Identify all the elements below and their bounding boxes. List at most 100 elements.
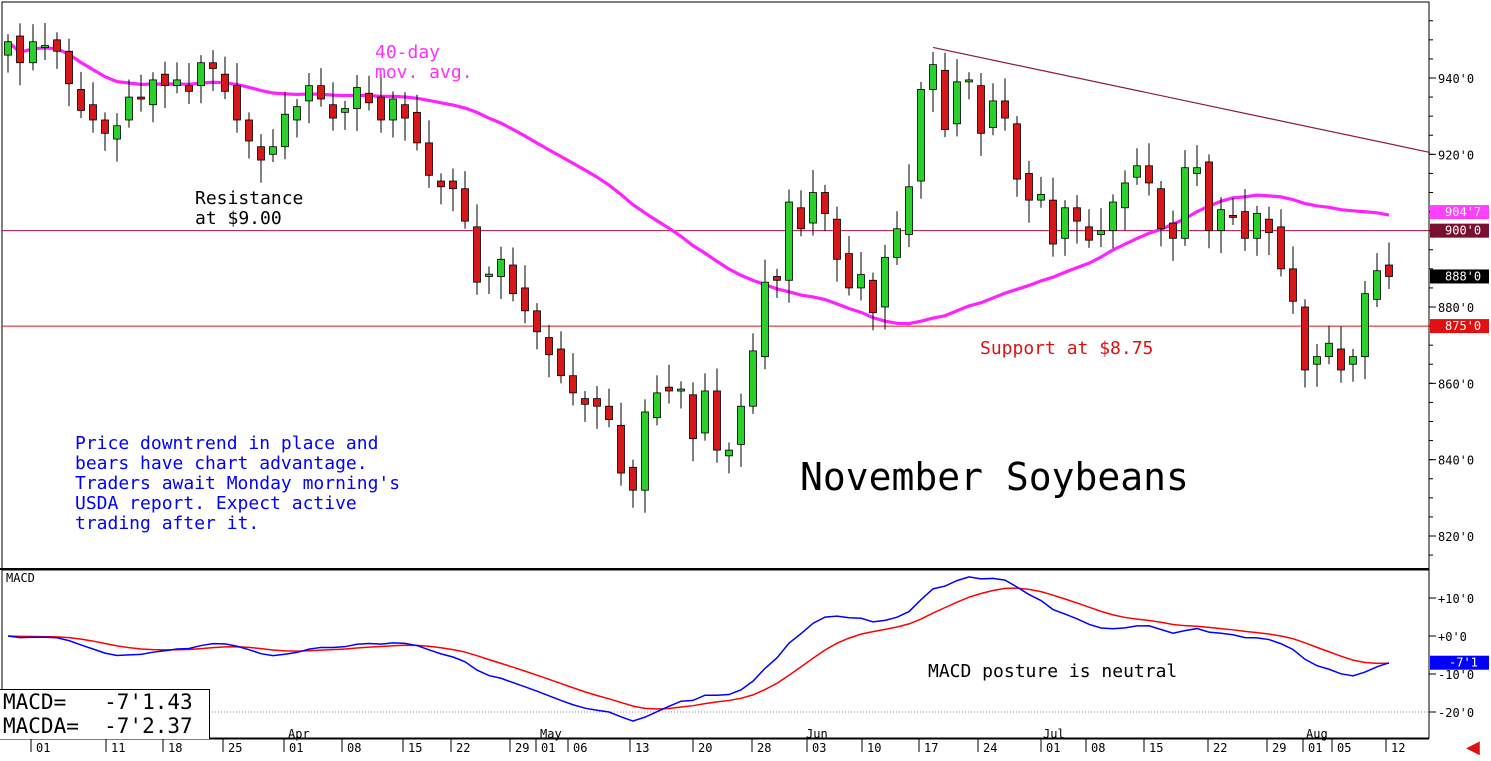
candle-body <box>413 111 421 144</box>
macd-tag <box>1430 655 1489 670</box>
candle-body <box>857 274 865 289</box>
candle-body <box>965 79 973 83</box>
scroll-left-arrow-icon[interactable]: ◀ <box>1466 737 1480 758</box>
candle-body <box>1253 213 1261 239</box>
candle-body <box>809 192 817 224</box>
candle-body <box>257 146 265 161</box>
x-day-label: 13 <box>635 741 649 755</box>
trendline-group <box>932 46 1431 154</box>
x-month-label: Jun <box>806 727 828 741</box>
candle-body <box>149 79 157 106</box>
resistance-label: Resistance at $9.00 <box>195 188 303 229</box>
candlesticks <box>4 23 1393 513</box>
candle-body <box>977 85 985 134</box>
x-day-label: 20 <box>698 741 712 755</box>
candle-body <box>1001 100 1009 119</box>
candle-body <box>1061 207 1069 239</box>
candle-body <box>989 100 997 129</box>
x-day-label: 22 <box>456 741 470 755</box>
macd-tick-label: -20'0 <box>1438 706 1474 720</box>
x-month-label: Apr <box>288 727 310 741</box>
candle-body <box>89 104 97 121</box>
macd-readout: MACD= -7'1.43 <box>3 690 193 714</box>
candle-body <box>893 228 901 258</box>
candle-body <box>461 188 469 222</box>
resistance-trendline <box>932 46 1431 154</box>
candle-body <box>377 96 385 121</box>
comment-text-line: Price downtrend in place and <box>75 433 378 454</box>
candle-body <box>185 85 193 92</box>
candle-body <box>1133 165 1141 178</box>
x-day-label: 01 <box>289 741 303 755</box>
candle-body <box>1073 207 1081 222</box>
candle-body <box>1025 173 1033 201</box>
comment-text-line: USDA report. Expect active <box>75 493 357 514</box>
ma-label: 40-day mov. avg. <box>375 42 473 83</box>
x-day-label: 01 <box>1308 741 1322 755</box>
x-day-label: 03 <box>812 741 826 755</box>
x-day-label: 01 <box>36 741 50 755</box>
candle-body <box>533 310 541 333</box>
x-day-label: 28 <box>757 741 771 755</box>
candle-body <box>1277 226 1285 270</box>
moving-average-group <box>6 40 1390 326</box>
candle-body <box>833 218 841 260</box>
candle-body <box>929 64 937 90</box>
price-tag <box>1430 269 1489 284</box>
x-month-label: Aug <box>1306 727 1328 741</box>
candle-body <box>485 273 493 277</box>
comment-text-line: Traders await Monday morning's <box>75 473 400 494</box>
candle-body <box>1265 218 1273 233</box>
candle-body <box>281 113 289 148</box>
macd-lines <box>7 576 1390 722</box>
candle-body <box>1193 167 1201 174</box>
macd-tick-label: +0'0 <box>1438 630 1467 644</box>
price-tag <box>1430 205 1489 220</box>
candle-body <box>677 388 685 392</box>
macd-readout-box: MACD= -7'1.43 MACDA= -7'2.37 <box>0 689 210 739</box>
x-day-label: 12 <box>1391 741 1405 755</box>
candle-body <box>161 73 169 87</box>
macd-tick-label: +10'0 <box>1438 592 1474 606</box>
candle-body <box>509 264 517 295</box>
comment-text-line: bears have chart advantage. <box>75 453 368 474</box>
candle-body <box>797 207 805 230</box>
candle-body <box>401 104 409 119</box>
commentary-text: Price downtrend in place and bears have c… <box>75 433 400 534</box>
candle-body <box>1157 188 1165 230</box>
candle-body <box>881 256 889 308</box>
candle-body <box>197 62 205 87</box>
candle-body <box>1097 230 1105 235</box>
macd-tick-label: -10'0 <box>1438 668 1474 682</box>
candle-body <box>905 186 913 235</box>
candle-body <box>425 142 433 176</box>
price-tag <box>1430 223 1489 238</box>
candle-body <box>233 85 241 121</box>
candle-body <box>953 81 961 125</box>
candle-body <box>773 276 781 281</box>
x-day-label: 06 <box>573 741 587 755</box>
y-tick-label: 820'0 <box>1438 530 1474 544</box>
candle-body <box>941 69 949 130</box>
candle-body <box>869 279 877 314</box>
candle-body <box>209 62 217 69</box>
candle-body <box>173 79 181 87</box>
comment-text-line: trading after it. <box>75 513 259 534</box>
candle-body <box>389 98 397 121</box>
candle-body <box>785 201 793 281</box>
macd-panel-frame <box>1 569 1430 739</box>
ma-label-line: 40-day <box>375 42 440 63</box>
candle-body <box>521 287 529 312</box>
candle-body <box>581 398 589 405</box>
macd-panel-title: MACD <box>6 571 35 585</box>
candle-body <box>137 96 145 100</box>
x-day-label: 05 <box>1337 741 1351 755</box>
y-tick-label: 860'0 <box>1438 377 1474 391</box>
candle-body <box>737 405 745 445</box>
x-day-label: 01 <box>541 741 555 755</box>
candle-body <box>557 348 565 377</box>
macd-line <box>7 576 1390 722</box>
candle-body <box>761 281 769 358</box>
